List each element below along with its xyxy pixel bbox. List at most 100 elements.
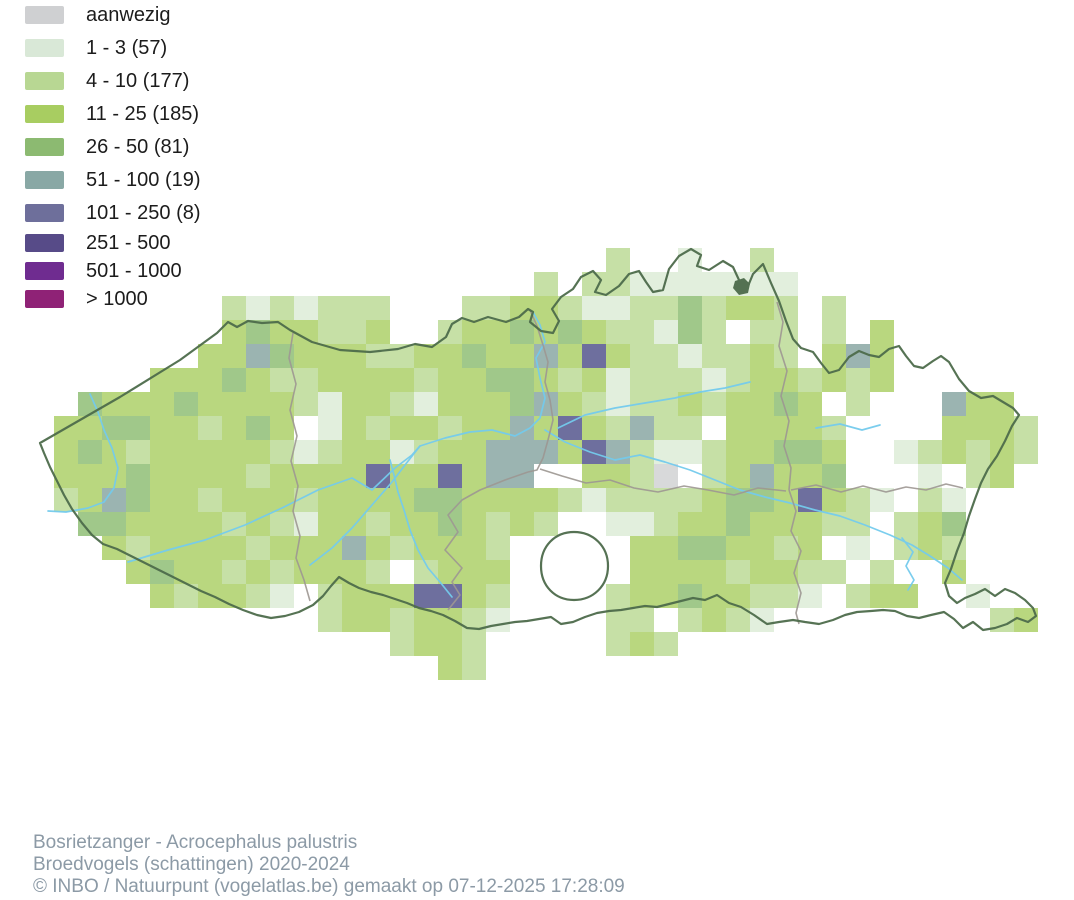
grid-cell (126, 440, 150, 464)
grid-cell (174, 392, 198, 416)
canal-albert (557, 381, 751, 429)
grid-cell (390, 488, 414, 512)
grid-cell (726, 368, 750, 392)
grid-cell (198, 392, 222, 416)
grid-cell (558, 488, 582, 512)
grid-cell (774, 584, 798, 608)
grid-cell (462, 464, 486, 488)
grid-cell (630, 440, 654, 464)
grid-cell (534, 488, 558, 512)
grid-cell (246, 416, 270, 440)
grid-cell (270, 560, 294, 584)
grid-cell (150, 512, 174, 536)
grid-cell (558, 416, 582, 440)
grid-cell (678, 536, 702, 560)
grid-cell (342, 440, 366, 464)
grid-cell (270, 368, 294, 392)
grid-cell (486, 296, 510, 320)
grid-cell (822, 296, 846, 320)
legend-swatch-11-25 (25, 105, 64, 123)
grid-cell (318, 392, 342, 416)
river-yser (47, 393, 119, 513)
grid-cell (606, 440, 630, 464)
grid-cell (1014, 416, 1038, 440)
border-eastflanders-brabant (444, 471, 529, 611)
grid-cell (606, 512, 630, 536)
grid-cell (270, 296, 294, 320)
grid-cell (486, 608, 510, 632)
grid-cell (750, 368, 774, 392)
grid-cell (414, 464, 438, 488)
grid-cell (102, 416, 126, 440)
legend: aanwezig 1 - 3 (57) 4 - 10 (177) 11 - 25… (25, 4, 201, 317)
grid-cell (750, 512, 774, 536)
grid-cell (486, 416, 510, 440)
grid-cell (630, 560, 654, 584)
grid-cell (390, 368, 414, 392)
grid-cell (390, 632, 414, 656)
grid-cell (702, 296, 726, 320)
legend-swatch-aanwezig (25, 6, 64, 24)
grid-cell (630, 464, 654, 488)
grid-cell (414, 488, 438, 512)
legend-row: > 1000 (25, 287, 201, 310)
grid-cell (870, 488, 894, 512)
grid-cell (750, 536, 774, 560)
river-dender (389, 459, 453, 598)
grid-cell (486, 512, 510, 536)
grid-cell (462, 560, 486, 584)
grid-cell (390, 536, 414, 560)
legend-label: 26 - 50 (81) (86, 135, 190, 158)
grid-cell (462, 344, 486, 368)
grid-cell (246, 320, 270, 344)
province-borders-layer (288, 301, 964, 625)
grid-cell (222, 584, 246, 608)
grid-cell (126, 416, 150, 440)
grid-cell (198, 368, 222, 392)
grid-cell (78, 464, 102, 488)
rivers-layer (47, 311, 963, 598)
grid-cell (558, 320, 582, 344)
grid-cell (654, 464, 678, 488)
grid-cell (510, 368, 534, 392)
grid-cell (750, 488, 774, 512)
legend-label: > 1000 (86, 287, 148, 310)
grid-cell (366, 608, 390, 632)
grid-cell (558, 392, 582, 416)
grid-cell (798, 584, 822, 608)
grid-cell (150, 440, 174, 464)
grid-cell (726, 440, 750, 464)
grid-cell (510, 296, 534, 320)
grid-cell (822, 512, 846, 536)
grid-cell (726, 464, 750, 488)
grid-cell (390, 416, 414, 440)
grid-cell (846, 392, 870, 416)
grid-cell (366, 536, 390, 560)
brussels-enclave-outline (539, 530, 610, 602)
grid-cell (318, 560, 342, 584)
grid-cell (246, 488, 270, 512)
grid-cell (846, 512, 870, 536)
grid-cell (630, 320, 654, 344)
grid-cell (246, 440, 270, 464)
grid-cell (726, 560, 750, 584)
grid-cell (654, 416, 678, 440)
grid-cell (270, 584, 294, 608)
grid-cell (246, 296, 270, 320)
grid-cell (198, 464, 222, 488)
grid-cell (702, 608, 726, 632)
grid-cell (702, 320, 726, 344)
grid-cell (942, 512, 966, 536)
grid-cell (318, 416, 342, 440)
grid-cell (198, 560, 222, 584)
grid-cell (966, 416, 990, 440)
grid-cell (678, 584, 702, 608)
grid-cell (606, 368, 630, 392)
grid-cell (174, 440, 198, 464)
grid-cell (342, 536, 366, 560)
grid-cell (390, 608, 414, 632)
grid-cell (894, 536, 918, 560)
grid-cell (774, 536, 798, 560)
grid-cell (774, 344, 798, 368)
grid-cell (270, 536, 294, 560)
